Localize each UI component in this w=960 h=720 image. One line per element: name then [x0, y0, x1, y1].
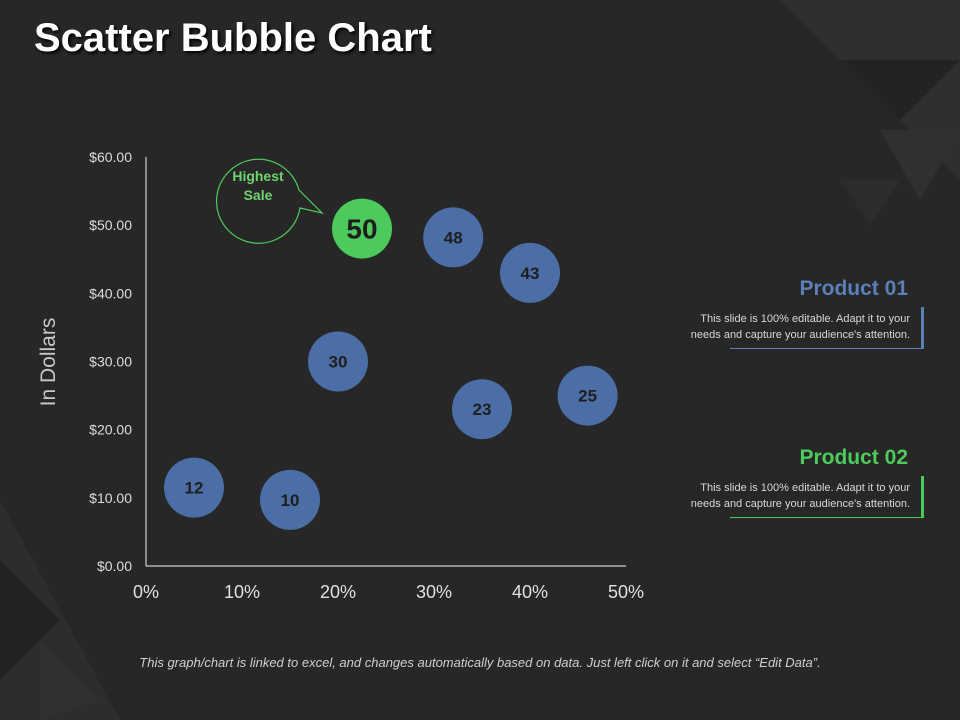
product-02-block: Product 02 This slide is 100% editable. …	[600, 446, 924, 518]
product-01-accent-bar	[921, 307, 924, 349]
x-tick-label: 10%	[224, 582, 260, 602]
slide-title: Scatter Bubble Chart	[34, 16, 432, 60]
y-tick-labels: $0.00 $10.00 $20.00 $30.00 $40.00 $50.00 $60.0…	[89, 149, 132, 574]
bubble	[260, 469, 320, 530]
x-tick-label: 40%	[512, 582, 548, 602]
product-01-block: Product 01 This slide is 100% editable. …	[600, 277, 924, 349]
x-tick-labels: 0% 10% 20% 30% 40% 50%	[133, 582, 644, 602]
y-tick-label: $10.00	[89, 490, 132, 506]
product-01-title: Product 01	[799, 277, 908, 300]
bubbles: 12 10 30 50 48 23 43 25	[164, 198, 618, 530]
footer-note: This graph/chart is linked to excel, and…	[139, 655, 821, 670]
y-tick-label: $20.00	[89, 422, 132, 438]
product-02-underline	[729, 517, 924, 518]
product-02-accent-bar	[921, 476, 924, 518]
y-tick-label: $50.00	[89, 217, 132, 233]
y-tick-label: $60.00	[89, 149, 132, 165]
bubble-value-label: 25	[578, 387, 597, 406]
highest-sale-callout: Highest Sale	[216, 158, 324, 244]
bubble	[500, 242, 560, 303]
callout-line-1: Highest	[232, 168, 284, 184]
bubble	[452, 379, 512, 440]
scatter-bubble-chart: In Dollars $0.00 $10.00 $20.00 $30.00 $40.00…	[37, 149, 644, 602]
bubble-value-label: 12	[185, 479, 204, 498]
product-02-desc-line-1: This slide is 100% editable. Adapt it to…	[700, 482, 910, 494]
bubble	[557, 365, 618, 426]
x-tick-label: 30%	[416, 582, 452, 602]
y-tick-label: $40.00	[89, 285, 132, 301]
product-01-description: This slide is 100% editable. Adapt it to…	[600, 307, 924, 349]
product-02-description: This slide is 100% editable. Adapt it to…	[600, 476, 924, 518]
bubble-value-label: 23	[473, 400, 492, 419]
bubble	[308, 331, 368, 392]
bubble-value-label: 48	[444, 228, 463, 247]
x-tick-label: 0%	[133, 582, 159, 602]
product-01-desc-line-1: This slide is 100% editable. Adapt it to…	[700, 313, 910, 325]
bubble-value-label: 10	[281, 491, 300, 510]
highlight-bubble	[332, 198, 392, 259]
product-02-title: Product 02	[799, 446, 908, 469]
x-tick-label: 20%	[320, 582, 356, 602]
y-axis-label: In Dollars	[37, 318, 60, 407]
callout-bubble	[216, 158, 324, 244]
x-tick-label: 50%	[608, 582, 644, 602]
bubble-value-label: 43	[521, 264, 540, 283]
callout-line-2: Sale	[244, 187, 273, 203]
y-tick-label: $30.00	[89, 354, 132, 370]
bubble-value-label: 50	[346, 214, 377, 245]
bubble-value-label: 30	[329, 353, 348, 372]
y-tick-label: $0.00	[97, 558, 132, 574]
product-01-underline	[729, 348, 924, 349]
product-02-desc-line-2: needs and capture your audience's attent…	[690, 498, 910, 510]
bubble	[423, 207, 484, 268]
bubble	[164, 457, 224, 518]
product-01-desc-line-2: needs and capture your audience's attent…	[690, 329, 910, 341]
